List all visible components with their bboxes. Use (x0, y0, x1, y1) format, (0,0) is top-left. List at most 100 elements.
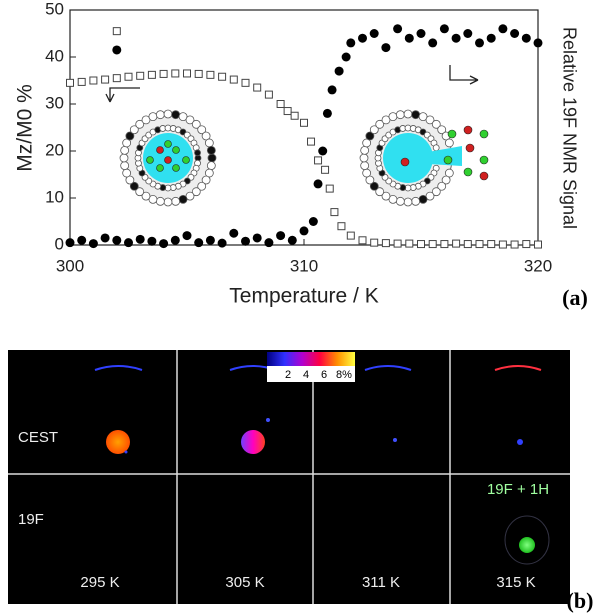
data-point (290, 111, 299, 120)
molecule (443, 155, 453, 165)
data-point (475, 240, 484, 249)
molecule (479, 129, 489, 139)
data-point (183, 69, 191, 78)
overlay-label: 19F + 1H (487, 481, 549, 498)
molecule (463, 125, 473, 135)
y-tick-label: 30 (45, 93, 64, 112)
y-tick-label: 0 (55, 234, 64, 253)
data-point (253, 83, 262, 92)
panel-label: (b) (567, 588, 594, 613)
column-label: 295 K (80, 574, 119, 591)
colorbar-label: 2 (285, 369, 291, 381)
column-label: 311 K (362, 574, 400, 591)
data-point (112, 235, 122, 245)
colorbar-label: 8% (336, 369, 352, 381)
data-point (334, 66, 344, 76)
lipid-head (441, 175, 451, 185)
lipid-head (204, 138, 214, 148)
x-tick-label: 310 (290, 256, 318, 275)
phantom-edge (364, 365, 412, 371)
data-point (307, 137, 316, 146)
data-point (451, 33, 461, 43)
lipid-head (206, 161, 216, 171)
data-point (486, 33, 496, 43)
molecule (479, 155, 489, 165)
data-point (264, 90, 273, 99)
molecule (164, 156, 172, 164)
lipid-head (375, 119, 385, 129)
data-point (300, 118, 308, 127)
lipid-head (201, 175, 211, 185)
y-tick-label: 10 (45, 187, 64, 206)
data-point (229, 228, 239, 238)
column-label: 305 K (225, 574, 264, 591)
lipid-head (395, 196, 405, 206)
data-point (159, 69, 168, 78)
lipid-head (135, 119, 145, 129)
data-point (439, 24, 449, 34)
liposome-core (383, 133, 433, 183)
colorbar-label-bg (267, 366, 355, 382)
data-point (381, 43, 391, 53)
data-point (124, 238, 133, 248)
lipid-head (206, 145, 216, 155)
y-tick-label: 20 (45, 140, 64, 159)
y-tick-label: 40 (45, 46, 64, 65)
data-point (112, 27, 121, 36)
data-point (194, 238, 204, 248)
data-point (241, 78, 250, 87)
y-tick-label: 50 (45, 0, 64, 18)
data-point (463, 240, 472, 249)
lipid-head (129, 125, 139, 135)
data-point (452, 239, 461, 248)
data-point (428, 240, 437, 249)
lipid-head (411, 110, 421, 120)
lipid-head (437, 125, 447, 135)
data-point (206, 70, 215, 79)
data-point (101, 75, 110, 84)
data-point (308, 217, 318, 226)
molecule (156, 146, 164, 154)
data-point (313, 179, 323, 189)
lipid-head (362, 168, 372, 178)
lipid-head (365, 131, 375, 141)
lipid-head (120, 161, 130, 171)
lipid-head (129, 181, 139, 191)
colorbar-label: 6 (321, 369, 327, 381)
lipid-head (148, 112, 158, 122)
data-point (299, 226, 309, 236)
lipid-head (178, 194, 188, 204)
data-point (135, 234, 145, 244)
colorbar (267, 352, 355, 366)
data-point (346, 231, 355, 240)
row-label: 19F (18, 511, 44, 528)
data-point (88, 239, 98, 249)
data-point (534, 240, 542, 249)
data-point (475, 38, 484, 48)
molecule (465, 143, 475, 153)
molecule (400, 157, 410, 167)
x-tick-label: 300 (56, 256, 84, 275)
data-point (381, 239, 390, 248)
data-point (100, 233, 110, 243)
data-point (283, 107, 292, 116)
lipid-head (437, 181, 447, 191)
data-point (393, 239, 402, 248)
data-point (66, 78, 74, 87)
data-point (428, 38, 438, 48)
data-point (276, 231, 286, 241)
liposome-leak (428, 146, 462, 166)
signal-spot (106, 430, 130, 454)
lipid-head (120, 145, 130, 155)
column-label: 315 K (496, 574, 535, 591)
data-point (170, 235, 180, 245)
panel-label: (a) (562, 285, 588, 310)
molecule (479, 171, 489, 181)
data-point (370, 238, 379, 247)
data-point (393, 24, 403, 34)
y2-axis-label: Relative 19F NMR Signal (559, 27, 579, 229)
lipid-head (171, 196, 181, 206)
lipid-head (411, 196, 421, 206)
molecule (172, 146, 180, 154)
x-axis-label: Temperature / K (229, 285, 378, 308)
